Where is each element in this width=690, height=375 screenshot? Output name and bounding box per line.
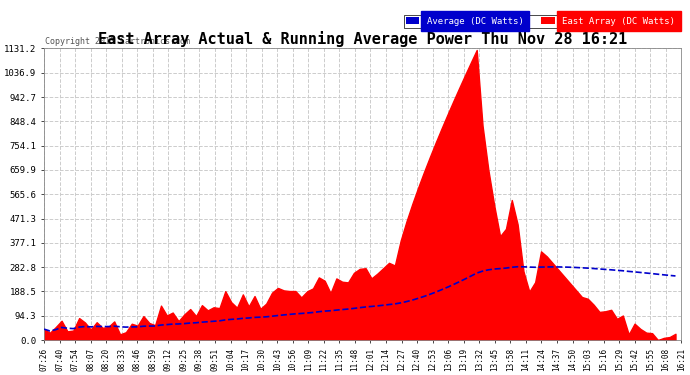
Legend: Average (DC Watts), East Array (DC Watts): Average (DC Watts), East Array (DC Watts… bbox=[404, 15, 677, 28]
Title: East Array Actual & Running Average Power Thu Nov 28 16:21: East Array Actual & Running Average Powe… bbox=[98, 31, 627, 47]
Text: Copyright 2013 Cartronics.com: Copyright 2013 Cartronics.com bbox=[45, 37, 190, 46]
